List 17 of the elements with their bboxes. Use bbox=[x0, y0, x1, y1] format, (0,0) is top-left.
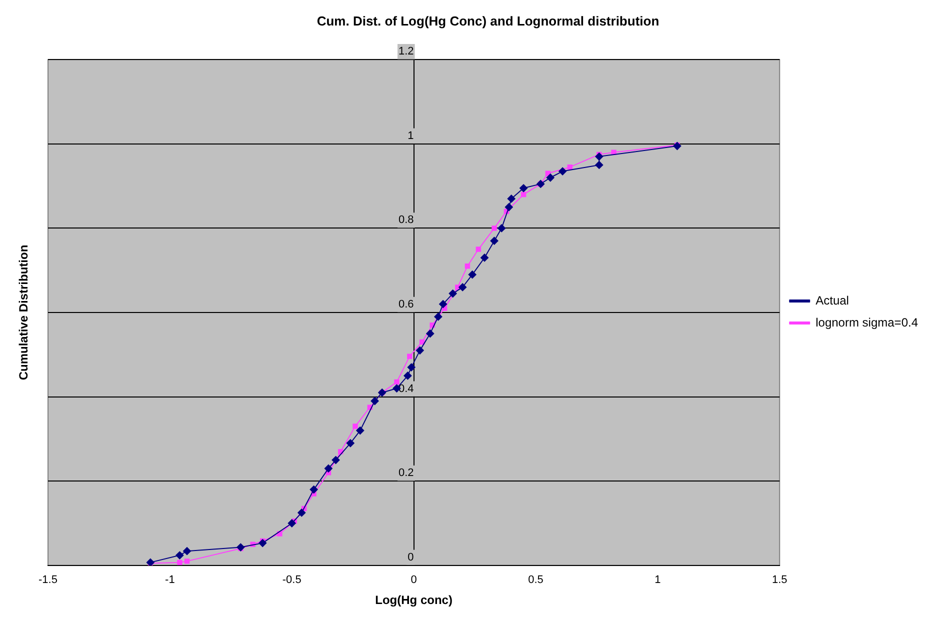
y-tick-label: 0.6 bbox=[398, 298, 414, 311]
y-tick-label: 0.8 bbox=[398, 214, 414, 226]
chart-title: Cum. Dist. of Log(Hg Conc) and Lognormal distribution bbox=[316, 13, 660, 28]
x-tick-label: -1.5 bbox=[38, 574, 58, 586]
x-tick-label: -0.5 bbox=[282, 574, 302, 586]
x-axis-title: Log(Hg conc) bbox=[375, 593, 452, 608]
legend-label: Actual bbox=[816, 293, 849, 308]
x-tick-label: 0.5 bbox=[528, 574, 544, 586]
y-tick-label: 1.2 bbox=[398, 46, 414, 58]
y-tick-label: 0 bbox=[408, 551, 414, 564]
x-tick-label: -1 bbox=[165, 574, 175, 586]
x-tick-label: 1.5 bbox=[772, 574, 788, 586]
y-axis-title: Cumulative Distribution bbox=[16, 244, 30, 380]
y-tick-label: 0.2 bbox=[398, 467, 414, 480]
x-tick-label: 1 bbox=[654, 574, 661, 586]
legend-label: lognorm sigma=0.4 bbox=[816, 315, 918, 330]
y-tick-label: 1 bbox=[408, 130, 414, 142]
